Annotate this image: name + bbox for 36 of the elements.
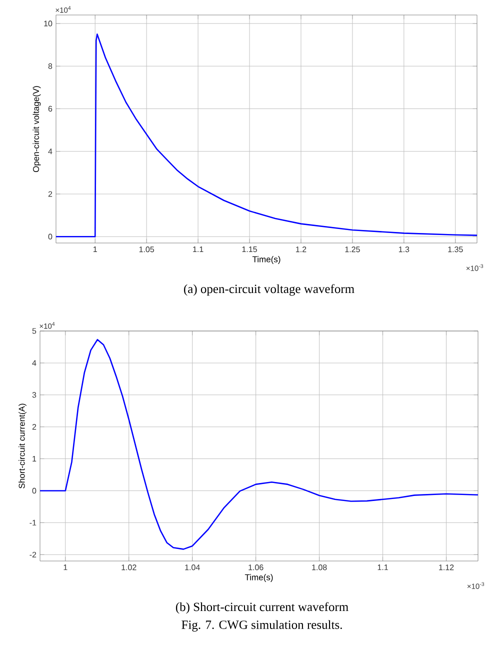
x-tick-label: 1.1 [378, 564, 388, 570]
x-tick-label: 1.1 [193, 246, 204, 252]
y-tick-label: 4 [48, 148, 52, 154]
y-tick-label: 10 [44, 20, 52, 26]
x-tick-label: 1.15 [242, 246, 257, 252]
x-tick-label: 1.08 [312, 564, 327, 570]
y-tick-label: 4 [32, 360, 36, 366]
x-tick-label: 1.2 [296, 246, 306, 252]
x-tick-label: 1.05 [139, 246, 154, 252]
y-tick-label: -2 [30, 552, 36, 558]
text: (b) Short-circuit current waveform [176, 602, 348, 614]
y-tick-label: 6 [48, 106, 52, 112]
y-axis-title: Short-circuit current(A) [18, 404, 26, 488]
x-tick-label: 1.35 [448, 246, 463, 252]
x-axis-title: Time(s) [244, 574, 273, 582]
y-tick-label: 2 [32, 424, 36, 430]
x-tick-label: 1.06 [248, 564, 264, 570]
y-tick-label: 8 [48, 63, 52, 69]
y-tick-label: -1 [30, 520, 36, 526]
x-tick-label: 1.04 [185, 564, 200, 570]
x-tick-label: 1 [94, 246, 97, 252]
x-tick-label: 1.02 [122, 564, 136, 570]
text: (a) open-circuit voltage waveform [184, 284, 354, 296]
y-tick-label: 0 [48, 234, 52, 240]
y-tick-label: 1 [32, 456, 36, 462]
x-tick-label: 1.12 [439, 564, 454, 570]
x-tick-label: 1.3 [398, 246, 410, 252]
x-tick-label: 1.25 [345, 246, 360, 252]
y-tick-label: 0 [32, 488, 36, 494]
y-tick-label: 2 [48, 191, 52, 197]
x-axis-title: Time(s) [252, 256, 280, 264]
caption: Fig. 7. CWG simulation results. [182, 620, 342, 632]
x-tick-label: 1 [64, 564, 68, 570]
y-tick-label: 5 [32, 328, 36, 334]
y-tick-label: 3 [32, 392, 36, 398]
y-axis-title: Open-circuit voltage(V) [32, 86, 41, 172]
